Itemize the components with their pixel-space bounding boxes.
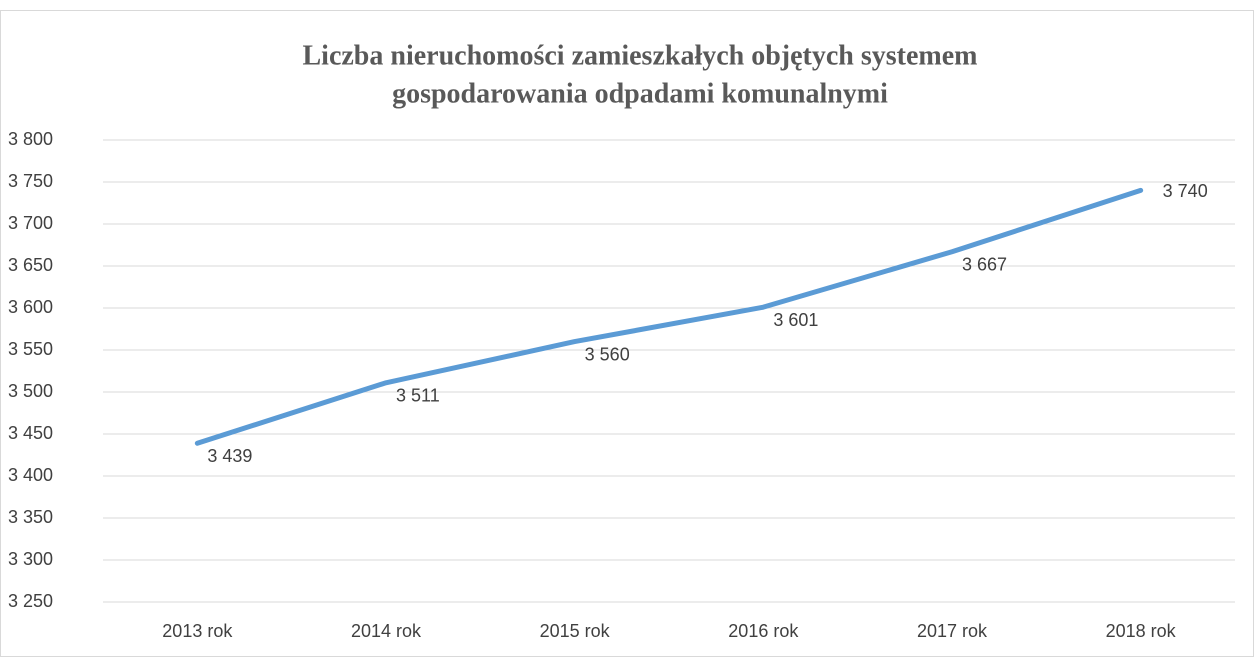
y-tick-label: 3 600 (8, 297, 53, 317)
chart-title: gospodarowania odpadami komunalnymi (392, 78, 888, 109)
y-tick-label: 3 550 (8, 339, 53, 359)
y-tick-label: 3 400 (8, 465, 53, 485)
y-tick-label: 3 500 (8, 381, 53, 401)
y-tick-label: 3 300 (8, 549, 53, 569)
y-tick-label: 3 250 (8, 591, 53, 611)
data-label: 3 511 (396, 386, 440, 406)
y-tick-label: 3 700 (8, 213, 53, 233)
x-tick-label: 2016 rok (728, 621, 799, 641)
x-tick-label: 2013 rok (162, 621, 233, 641)
data-label: 3 601 (773, 310, 818, 330)
y-tick-label: 3 350 (8, 507, 53, 527)
data-label: 3 560 (585, 344, 630, 364)
x-tick-label: 2018 rok (1106, 621, 1177, 641)
y-tick-label: 3 650 (8, 255, 53, 275)
data-label: 3 740 (1163, 181, 1208, 201)
y-tick-label: 3 750 (8, 171, 53, 191)
x-tick-label: 2015 rok (540, 621, 611, 641)
chart-title: Liczba nieruchomości zamieszkałych objęt… (303, 40, 978, 71)
x-tick-label: 2014 rok (351, 621, 422, 641)
y-tick-label: 3 800 (8, 129, 53, 149)
data-label: 3 439 (207, 446, 252, 466)
data-label: 3 667 (962, 254, 1007, 274)
x-tick-label: 2017 rok (917, 621, 988, 641)
data-line (194, 187, 1144, 446)
y-tick-label: 3 450 (8, 423, 53, 443)
